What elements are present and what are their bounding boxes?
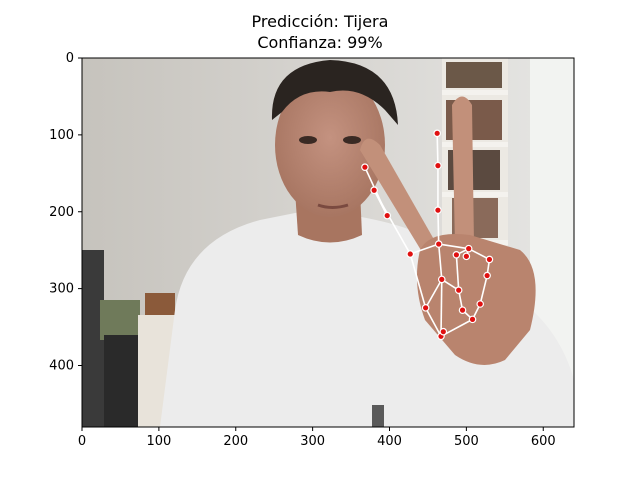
x-tick-label: 0 (78, 434, 86, 449)
object-bottom (372, 405, 384, 427)
hair (271, 60, 398, 125)
x-tick-label: 200 (223, 434, 248, 449)
axes-frame (81, 57, 575, 428)
landmark-connection (468, 247, 490, 261)
landmark-point (483, 271, 491, 280)
landmark-connection (409, 243, 439, 255)
landmark-connection (440, 279, 443, 337)
landmark-point (458, 306, 467, 314)
mouth (317, 203, 349, 209)
landmark-connection (437, 243, 443, 280)
hand-landmarks (361, 129, 494, 341)
landmark-connection (424, 307, 442, 337)
landmark-connection (409, 253, 427, 309)
x-tick-label: 600 (531, 434, 556, 449)
landmark-point (406, 250, 415, 258)
landmark-point (434, 240, 443, 248)
axis-ticks: 0 100 200 300 400 500 600 0 100 200 300 400 (49, 51, 555, 449)
landmark-point (437, 275, 446, 284)
landmark-connection (436, 133, 439, 166)
landmark-connection (437, 210, 440, 245)
landmark-point (485, 255, 494, 264)
bookshelf (442, 58, 508, 263)
face (275, 73, 385, 217)
title-line-2: Confianza: 99% (257, 33, 383, 52)
landmark-point (454, 286, 463, 294)
landmark-point (476, 300, 485, 308)
landmark-point (370, 186, 378, 195)
y-tick-label: 100 (49, 128, 74, 143)
landmark-point (462, 252, 471, 261)
landmark-point (383, 211, 391, 220)
landmark-point (434, 206, 442, 215)
left-eye (299, 136, 317, 144)
x-tick-label: 400 (377, 434, 402, 449)
x-tick-label: 100 (146, 434, 171, 449)
landmark-connection (438, 243, 469, 250)
y-tick-label: 200 (49, 205, 74, 220)
landmark-point (468, 315, 477, 324)
title-line-1: Predicción: Tijera (251, 12, 389, 31)
landmark-point (433, 129, 441, 138)
landmark-connection (479, 275, 488, 305)
landmark-point (361, 163, 369, 171)
right-eye (343, 136, 361, 144)
y-tick-label: 400 (49, 359, 74, 374)
x-tick-label: 500 (454, 434, 479, 449)
landmark-point (464, 244, 473, 253)
left-furniture (82, 250, 188, 427)
webcam-photo (82, 58, 574, 427)
landmark-connection (424, 279, 443, 309)
landmark-point (434, 161, 442, 170)
y-tick-label: 0 (66, 51, 74, 66)
white-shirt (160, 212, 574, 427)
landmark-point (452, 251, 461, 259)
landmark-point (421, 304, 430, 312)
x-tick-label: 300 (300, 434, 325, 449)
landmark-point (439, 327, 448, 336)
y-tick-label: 300 (49, 282, 74, 297)
landmark-connection (455, 254, 460, 291)
